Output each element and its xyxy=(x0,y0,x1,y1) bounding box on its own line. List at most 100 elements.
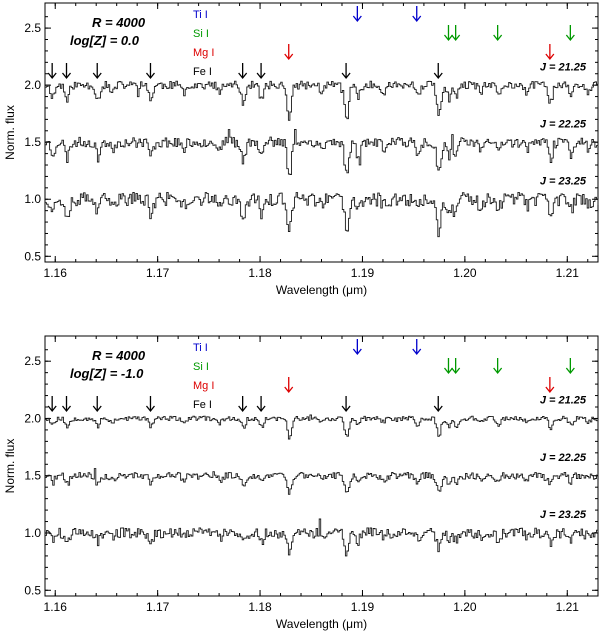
series-label: J = 22.25 xyxy=(540,452,587,464)
legend-entry: Fe I xyxy=(193,66,212,78)
y-tick-label: 2.5 xyxy=(24,21,41,35)
arrow-head xyxy=(145,72,155,80)
x-tick-label: 1.18 xyxy=(248,600,272,614)
x-tick-label: 1.21 xyxy=(556,266,580,280)
model-annotation: log[Z] = -1.0 xyxy=(70,366,144,381)
y-tick-label: 0.5 xyxy=(24,249,41,263)
arrow-fei xyxy=(433,63,443,80)
y-tick-label: 1.5 xyxy=(24,469,41,483)
arrow-fei xyxy=(433,396,443,413)
arrow-head xyxy=(341,72,351,80)
spectrum-line xyxy=(45,414,599,440)
arrow-fei xyxy=(238,396,248,413)
series-label: J = 22.25 xyxy=(540,118,587,130)
arrow-mgi xyxy=(284,377,294,394)
arrow-mgi xyxy=(284,44,294,61)
y-axis-label: Norm. flux xyxy=(3,105,17,160)
arrow-sii xyxy=(565,358,575,375)
x-tick-label: 1.21 xyxy=(556,600,580,614)
x-tick-label: 1.18 xyxy=(248,266,272,280)
arrow-fei xyxy=(341,63,351,80)
arrow-fei xyxy=(341,396,351,413)
arrow-head xyxy=(284,53,294,61)
arrow-tii xyxy=(352,339,362,356)
arrow-sii xyxy=(565,25,575,42)
arrow-head xyxy=(352,348,362,356)
series-label: J = 21.25 xyxy=(540,61,587,73)
x-tick-label: 1.19 xyxy=(351,266,375,280)
x-tick-label: 1.20 xyxy=(453,266,477,280)
y-tick-label: 1.5 xyxy=(24,135,41,149)
legend-entry: Si I xyxy=(193,361,209,373)
arrow-tii xyxy=(352,6,362,23)
arrow-head xyxy=(92,72,102,80)
arrow-sii xyxy=(451,25,461,42)
arrow-head xyxy=(545,53,555,61)
arrow-head xyxy=(545,386,555,394)
model-annotation: log[Z] = 0.0 xyxy=(70,33,140,48)
spectrum-line xyxy=(45,129,599,175)
arrow-fei xyxy=(238,63,248,80)
spectrum-line xyxy=(45,468,599,495)
arrow-head xyxy=(565,34,575,42)
legend-entry: Fe I xyxy=(193,399,212,411)
arrow-head xyxy=(238,405,248,413)
arrow-head xyxy=(256,405,266,413)
spectrum-line xyxy=(45,518,599,557)
arrow-head xyxy=(284,386,294,394)
arrow-head xyxy=(443,367,453,375)
arrow-fei xyxy=(92,63,102,80)
arrow-head xyxy=(47,405,57,413)
legend-entry: Si I xyxy=(193,28,209,40)
legend-entry: Ti I xyxy=(193,9,208,21)
arrow-fei xyxy=(92,396,102,413)
arrow-head xyxy=(145,405,155,413)
arrow-head xyxy=(433,405,443,413)
y-tick-label: 2.5 xyxy=(24,354,41,368)
arrow-head xyxy=(341,405,351,413)
y-tick-label: 2.0 xyxy=(24,78,41,92)
arrow-head xyxy=(451,34,461,42)
legend-entry: Mg I xyxy=(193,47,214,59)
x-tick-label: 1.17 xyxy=(146,266,170,280)
x-tick-label: 1.17 xyxy=(146,600,170,614)
arrow-sii xyxy=(493,358,503,375)
arrow-fei xyxy=(145,63,155,80)
model-annotation: R = 4000 xyxy=(92,15,146,30)
y-axis-label: Norm. flux xyxy=(3,439,17,494)
y-tick-label: 2.0 xyxy=(24,411,41,425)
arrow-fei xyxy=(61,63,72,80)
x-tick-label: 1.16 xyxy=(44,600,68,614)
arrow-fei xyxy=(47,63,57,80)
arrow-sii xyxy=(493,25,503,42)
series-label: J = 21.25 xyxy=(540,395,587,407)
arrow-head xyxy=(493,367,503,375)
arrow-sii xyxy=(451,358,461,375)
arrow-sii xyxy=(443,25,453,42)
arrow-head xyxy=(92,405,102,413)
arrow-tii xyxy=(412,339,422,356)
spectrum-line xyxy=(45,80,599,121)
arrow-tii xyxy=(412,6,422,23)
y-tick-label: 1.0 xyxy=(24,526,41,540)
arrow-head xyxy=(256,72,266,80)
x-tick-label: 1.20 xyxy=(453,600,477,614)
arrow-sii xyxy=(443,358,453,375)
x-tick-label: 1.19 xyxy=(351,600,375,614)
arrow-fei xyxy=(256,396,266,413)
panel-1: 1.16 1.17 1.18 1.19 1.20 1.21 0.5 1.0 1.5 2.0 2.5 W… xyxy=(3,2,599,297)
arrow-mgi xyxy=(545,44,555,61)
legend-entry: Ti I xyxy=(193,342,208,354)
arrow-head xyxy=(443,34,453,42)
panel-2: 1.16 1.17 1.18 1.19 1.20 1.21 0.5 1.0 1.5 2.0 2.5 W… xyxy=(3,335,599,631)
series-label: J = 23.25 xyxy=(540,509,587,521)
arrow-head xyxy=(61,405,72,413)
legend-entry: Mg I xyxy=(193,380,214,392)
model-annotation: R = 4000 xyxy=(92,348,146,363)
y-tick-label: 0.5 xyxy=(24,583,41,597)
spectrum-line xyxy=(45,191,599,238)
series-label: J = 23.25 xyxy=(540,175,587,187)
arrow-head xyxy=(412,348,422,356)
arrow-fei xyxy=(256,63,266,80)
